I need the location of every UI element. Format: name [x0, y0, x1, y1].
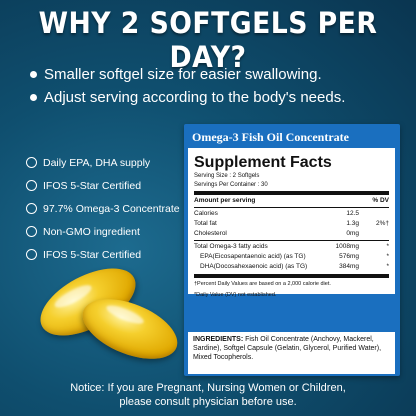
- notice-line: please consult physician before use.: [119, 396, 297, 408]
- nutrient-row: Calories 12.5: [194, 209, 389, 219]
- nutrient-dv: *: [386, 253, 389, 260]
- product-title: Omega-3 Fish Oil Concentrate: [192, 130, 349, 144]
- divider: [194, 207, 389, 208]
- circle-icon: [26, 157, 37, 168]
- checklist-label: 97.7% Omega-3 Concentrate: [43, 202, 180, 215]
- nutrient-dv: *: [386, 243, 389, 250]
- supplement-facts-box: Supplement Facts Serving Size : 2 Softge…: [188, 148, 395, 298]
- checklist-item: Non-GMO ingredient: [26, 222, 180, 241]
- checklist-item: Daily EPA, DHA supply: [26, 153, 180, 172]
- dv-header: % DV: [372, 197, 389, 204]
- footnote-not-established: *Daily Value (DV) not established.: [194, 292, 277, 298]
- nutrient-row: EPA(Eicosapentaenoic acid) (as TG) 576mg…: [194, 252, 389, 262]
- circle-icon: [26, 180, 37, 191]
- divider: [194, 240, 389, 241]
- nutrient-row: Total Omega-3 fatty acids 1008mg *: [194, 242, 389, 252]
- feature-checklist: Daily EPA, DHA supply IFOS 5-Star Certif…: [26, 153, 180, 268]
- nutrient-dv: *: [386, 263, 389, 270]
- bullet-dot-icon: [30, 94, 37, 101]
- amount-per-serving-header: Amount per serving: [194, 197, 256, 204]
- serving-size: Serving Size : 2 Softgels: [194, 173, 260, 179]
- circle-icon: [26, 249, 37, 260]
- nutrient-name: EPA(Eicosapentaenoic acid) (as TG): [200, 253, 306, 260]
- benefit-bullets: Smaller softgel size for easier swallowi…: [30, 64, 410, 110]
- ingredients-text: Fish Oil Concentrate (Anchovy, Mackerel,…: [193, 336, 382, 361]
- checklist-label: IFOS 5-Star Certified: [43, 248, 142, 261]
- nutrient-dv: [359, 229, 389, 239]
- bullet-item: Adjust serving according to the body's n…: [30, 87, 410, 108]
- checklist-label: IFOS 5-Star Certified: [43, 179, 142, 192]
- checklist-label: Non-GMO ingredient: [43, 225, 140, 238]
- bullet-item: Smaller softgel size for easier swallowi…: [30, 64, 410, 85]
- footnote-dv: †Percent Daily Values are based on a 2,0…: [194, 281, 331, 287]
- checklist-item: IFOS 5-Star Certified: [26, 176, 180, 195]
- nutrient-name: Total fat: [194, 220, 217, 227]
- nutrient-name: Total Omega-3 fatty acids: [194, 243, 268, 250]
- nutrient-row: Total fat 1.3g 2%†: [194, 219, 389, 229]
- softgel-shine: [104, 301, 146, 328]
- circle-icon: [26, 203, 37, 214]
- nutrient-amount: 1008mg: [335, 243, 360, 250]
- notice-line: Notice: If you are Pregnant, Nursing Wom…: [70, 382, 346, 394]
- checklist-label: Daily EPA, DHA supply: [43, 156, 151, 169]
- product-label-panel: Omega-3 Fish Oil Concentrate Supplement …: [184, 124, 400, 376]
- supplement-facts-title: Supplement Facts: [194, 154, 332, 171]
- facts-header-row: Amount per serving % DV: [194, 196, 389, 206]
- checklist-item: 97.7% Omega-3 Concentrate: [26, 199, 180, 218]
- nutrient-amount: 384mg: [339, 263, 359, 270]
- nutrient-amount: 576mg: [339, 253, 359, 260]
- page-headline: WHY 2 SOFTGELS PER DAY?: [38, 6, 378, 74]
- nutrient-name: Cholesterol: [194, 230, 227, 237]
- divider: [194, 274, 389, 278]
- bullet-dot-icon: [30, 71, 37, 78]
- nutrient-amount: 12.5: [346, 210, 359, 217]
- bullet-text: Smaller softgel size for easier swallowi…: [44, 66, 322, 83]
- bullet-text: Adjust serving according to the body's n…: [44, 89, 346, 106]
- nutrient-amount: 0mg: [346, 230, 359, 237]
- nutrient-name: Calories: [194, 210, 218, 217]
- nutrient-dv: [359, 209, 389, 219]
- ingredients-label: INGREDIENTS:: [193, 336, 244, 343]
- circle-icon: [26, 226, 37, 237]
- nutrient-row: Cholesterol 0mg: [194, 229, 389, 239]
- nutrient-amount: 1.3g: [346, 220, 359, 227]
- nutrient-dv: 2%†: [375, 220, 389, 227]
- divider: [194, 191, 389, 195]
- nutrient-row: DHA(Docosahexaenoic acid) (as TG) 384mg …: [194, 262, 389, 272]
- ingredients-box: INGREDIENTS: Fish Oil Concentrate (Ancho…: [188, 332, 395, 374]
- safety-notice: Notice: If you are Pregnant, Nursing Wom…: [0, 381, 416, 409]
- nutrient-name: DHA(Docosahexaenoic acid) (as TG): [200, 263, 308, 270]
- checklist-item: IFOS 5-Star Certified: [26, 245, 180, 264]
- servings-per-container: Servings Per Container : 30: [194, 181, 268, 188]
